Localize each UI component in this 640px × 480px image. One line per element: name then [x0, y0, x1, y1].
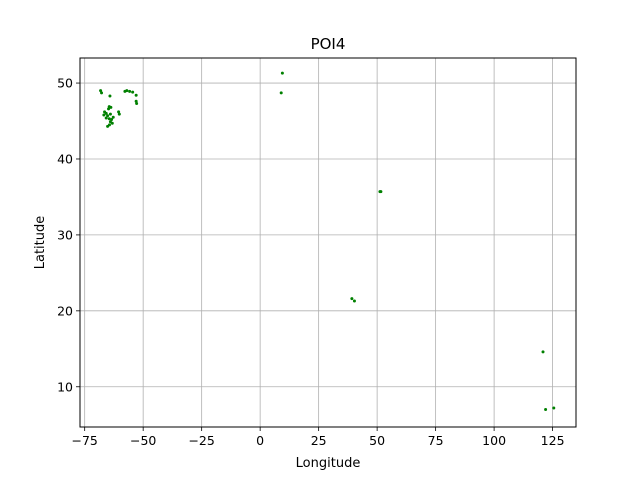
data-point	[107, 117, 111, 121]
data-point	[279, 91, 283, 95]
x-tick-label: 125	[541, 433, 565, 448]
data-point	[117, 112, 121, 116]
data-point	[109, 105, 113, 109]
data-point	[107, 107, 111, 111]
data-point	[108, 94, 112, 98]
x-tick-label: −25	[188, 433, 214, 448]
data-point	[99, 89, 103, 93]
x-tick-label: 75	[428, 433, 444, 448]
data-point	[552, 406, 556, 410]
x-axis-label: Longitude	[296, 456, 361, 471]
data-point	[104, 111, 108, 115]
data-point	[108, 112, 112, 116]
x-tick-label: 25	[311, 433, 327, 448]
data-point	[379, 190, 383, 194]
data-point	[135, 102, 139, 106]
data-point	[111, 115, 115, 119]
data-point	[134, 99, 138, 103]
x-tick-label: 0	[256, 433, 264, 448]
data-point	[541, 350, 545, 354]
data-points	[99, 71, 556, 412]
data-point	[106, 114, 110, 118]
data-point	[106, 124, 110, 128]
x-tick-label: −50	[130, 433, 156, 448]
data-point	[134, 93, 138, 97]
y-tick-label: 40	[57, 151, 73, 166]
data-point	[110, 121, 114, 125]
y-tick-label: 30	[57, 227, 73, 242]
data-point	[280, 71, 284, 75]
data-point	[110, 118, 114, 121]
x-tick-label: −75	[71, 433, 97, 448]
y-tick-label: 10	[57, 379, 73, 394]
plot-frame	[79, 57, 577, 428]
y-tick-label: 20	[57, 303, 73, 318]
y-axis-label: Latitude	[33, 216, 48, 270]
grid	[80, 58, 576, 427]
axis-ticks: −75 −50 −25 0 25 50 75 100 125 10 20 30 40 50	[57, 76, 564, 448]
data-point	[117, 110, 121, 114]
x-tick-label: 50	[369, 433, 385, 448]
data-point	[544, 408, 548, 412]
data-point	[125, 89, 129, 93]
data-point	[102, 113, 106, 117]
data-point	[131, 90, 135, 94]
y-tick-label: 50	[57, 76, 73, 91]
data-point	[350, 297, 354, 301]
data-point	[352, 299, 356, 303]
data-point	[104, 116, 108, 120]
data-point	[100, 91, 104, 95]
data-point	[128, 89, 132, 93]
chart-title: POI4	[311, 35, 346, 53]
x-tick-label: 100	[482, 433, 506, 448]
